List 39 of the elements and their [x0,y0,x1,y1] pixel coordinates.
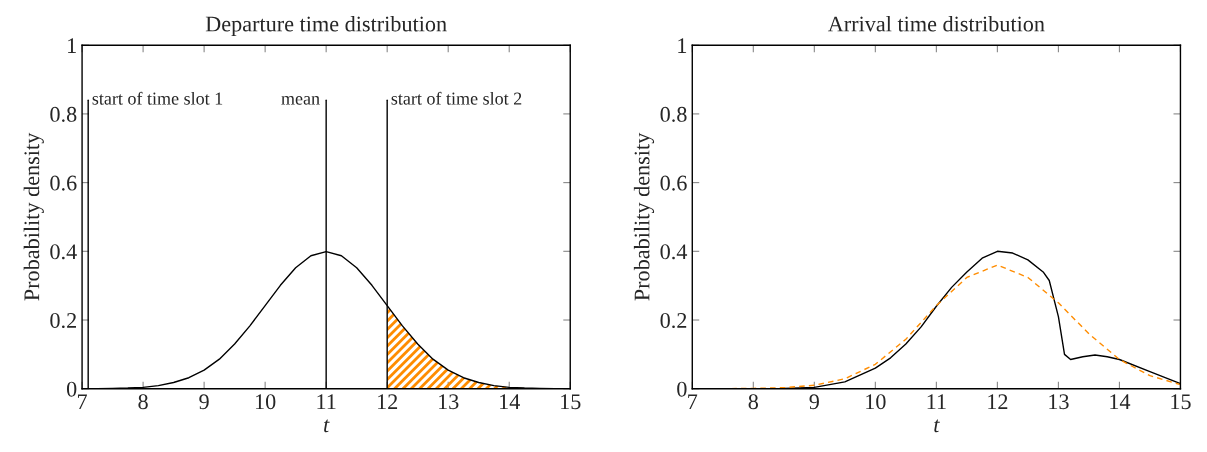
y-tick-label: 0.2 [660,312,687,329]
ref-line-label: mean [281,96,320,105]
x-tick-label: 13 [439,394,459,410]
y-tick-label: 1 [68,38,76,53]
x-tick-label: 12 [378,394,398,409]
y-tick-label: 0.2 [50,312,76,329]
x-tick-label: 14 [500,394,520,409]
x-tick-label: 13 [1049,394,1069,410]
x-tick-label: 9 [809,394,819,410]
x-tick-label: 8 [748,394,759,410]
y-tick-label: 0.6 [660,175,687,191]
y-tick-label: 0.8 [50,106,77,122]
x-axis-title: t [934,419,940,433]
x-axis-title: t [324,419,330,433]
x-tick-label: 10 [866,394,886,410]
y-tick-label: 0.4 [660,244,688,260]
x-tick-label: 11 [927,394,946,409]
chart-title: Departure time distribution [205,15,447,37]
ref-line-label: start of time slot 1 [92,91,223,105]
y-tick-label: 0 [66,381,77,397]
chart-title: Arrival time distribution [827,15,1045,32]
y-axis-title: Probability density [633,132,655,301]
x-tick-label: 15 [561,394,581,410]
y-tick-label: 0.6 [50,175,77,191]
x-tick-label: 9 [199,394,209,410]
x-tick-label: 12 [988,394,1008,409]
x-tick-label: 14 [1110,394,1131,409]
x-tick-label: 10 [255,394,276,410]
x-tick-label: 7 [77,394,87,409]
y-tick-label: 0.4 [50,244,77,260]
ref-line-label: start of time slot 2 [391,91,522,105]
x-tick-label: 7 [688,394,698,409]
x-tick-label: 15 [1171,394,1191,410]
y-tick-label: 0.8 [660,106,687,122]
y-tick-label: 1 [678,38,687,53]
x-tick-label: 11 [317,394,336,409]
y-tick-label: 0 [677,381,687,397]
y-axis-title: Probability density [23,132,44,301]
x-tick-label: 8 [138,394,148,410]
